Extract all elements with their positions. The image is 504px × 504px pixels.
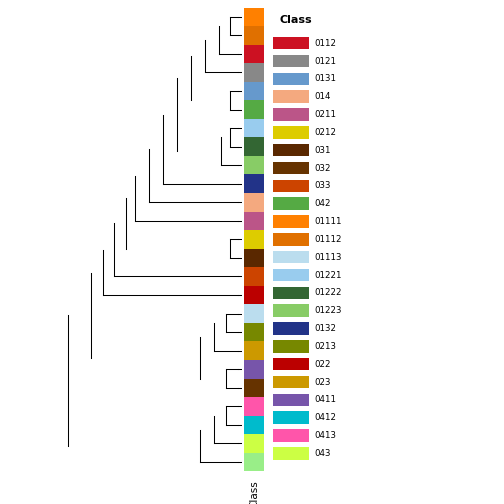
Bar: [273, 37, 309, 49]
Text: 0213: 0213: [314, 342, 336, 351]
Bar: [273, 179, 309, 192]
Text: 01111: 01111: [314, 217, 342, 226]
Bar: [244, 323, 264, 341]
Bar: [273, 198, 309, 210]
Bar: [273, 108, 309, 121]
Text: Class: Class: [279, 15, 312, 25]
Text: 022: 022: [314, 360, 331, 369]
Bar: [244, 248, 264, 267]
Bar: [244, 230, 264, 248]
Bar: [244, 416, 264, 434]
Bar: [244, 82, 264, 100]
Bar: [273, 233, 309, 245]
Text: Class: Class: [249, 480, 259, 504]
Bar: [273, 126, 309, 139]
Bar: [273, 215, 309, 228]
Bar: [244, 63, 264, 82]
Text: 0132: 0132: [314, 324, 336, 333]
Bar: [273, 55, 309, 68]
Text: 01113: 01113: [314, 253, 342, 262]
Bar: [273, 287, 309, 299]
Bar: [273, 304, 309, 317]
Text: 0211: 0211: [314, 110, 336, 119]
Text: 0112: 0112: [314, 39, 336, 48]
Text: 0131: 0131: [314, 75, 336, 83]
Bar: [273, 323, 309, 335]
Bar: [244, 341, 264, 360]
Bar: [273, 73, 309, 85]
Text: 042: 042: [314, 199, 331, 208]
Bar: [273, 91, 309, 103]
Bar: [244, 26, 264, 45]
Text: 01222: 01222: [314, 288, 342, 297]
Bar: [273, 376, 309, 388]
Bar: [244, 156, 264, 174]
Text: 01221: 01221: [314, 271, 342, 280]
Bar: [244, 8, 264, 26]
Text: 0411: 0411: [314, 396, 336, 404]
Text: 0412: 0412: [314, 413, 336, 422]
Bar: [273, 162, 309, 174]
Bar: [244, 193, 264, 212]
Text: 0212: 0212: [314, 128, 336, 137]
Bar: [273, 144, 309, 156]
Text: 0413: 0413: [314, 431, 336, 440]
Bar: [273, 447, 309, 460]
Text: 014: 014: [314, 92, 331, 101]
Bar: [244, 267, 264, 286]
Bar: [244, 100, 264, 119]
Bar: [273, 340, 309, 353]
Bar: [273, 429, 309, 442]
Bar: [244, 45, 264, 63]
Text: 01223: 01223: [314, 306, 342, 315]
Bar: [244, 174, 264, 193]
Bar: [273, 251, 309, 264]
Bar: [244, 379, 264, 397]
Bar: [273, 411, 309, 424]
Text: 023: 023: [314, 377, 331, 387]
Bar: [244, 119, 264, 138]
Bar: [244, 397, 264, 416]
Bar: [273, 269, 309, 281]
Text: 033: 033: [314, 181, 331, 191]
Text: 01112: 01112: [314, 235, 342, 244]
Bar: [273, 394, 309, 406]
Bar: [244, 453, 264, 471]
Bar: [244, 434, 264, 453]
Bar: [244, 286, 264, 304]
Bar: [244, 360, 264, 379]
Text: 0121: 0121: [314, 56, 336, 66]
Bar: [244, 212, 264, 230]
Bar: [244, 138, 264, 156]
Text: 031: 031: [314, 146, 331, 155]
Bar: [244, 304, 264, 323]
Bar: [273, 358, 309, 370]
Text: 043: 043: [314, 449, 331, 458]
Text: 032: 032: [314, 164, 331, 172]
